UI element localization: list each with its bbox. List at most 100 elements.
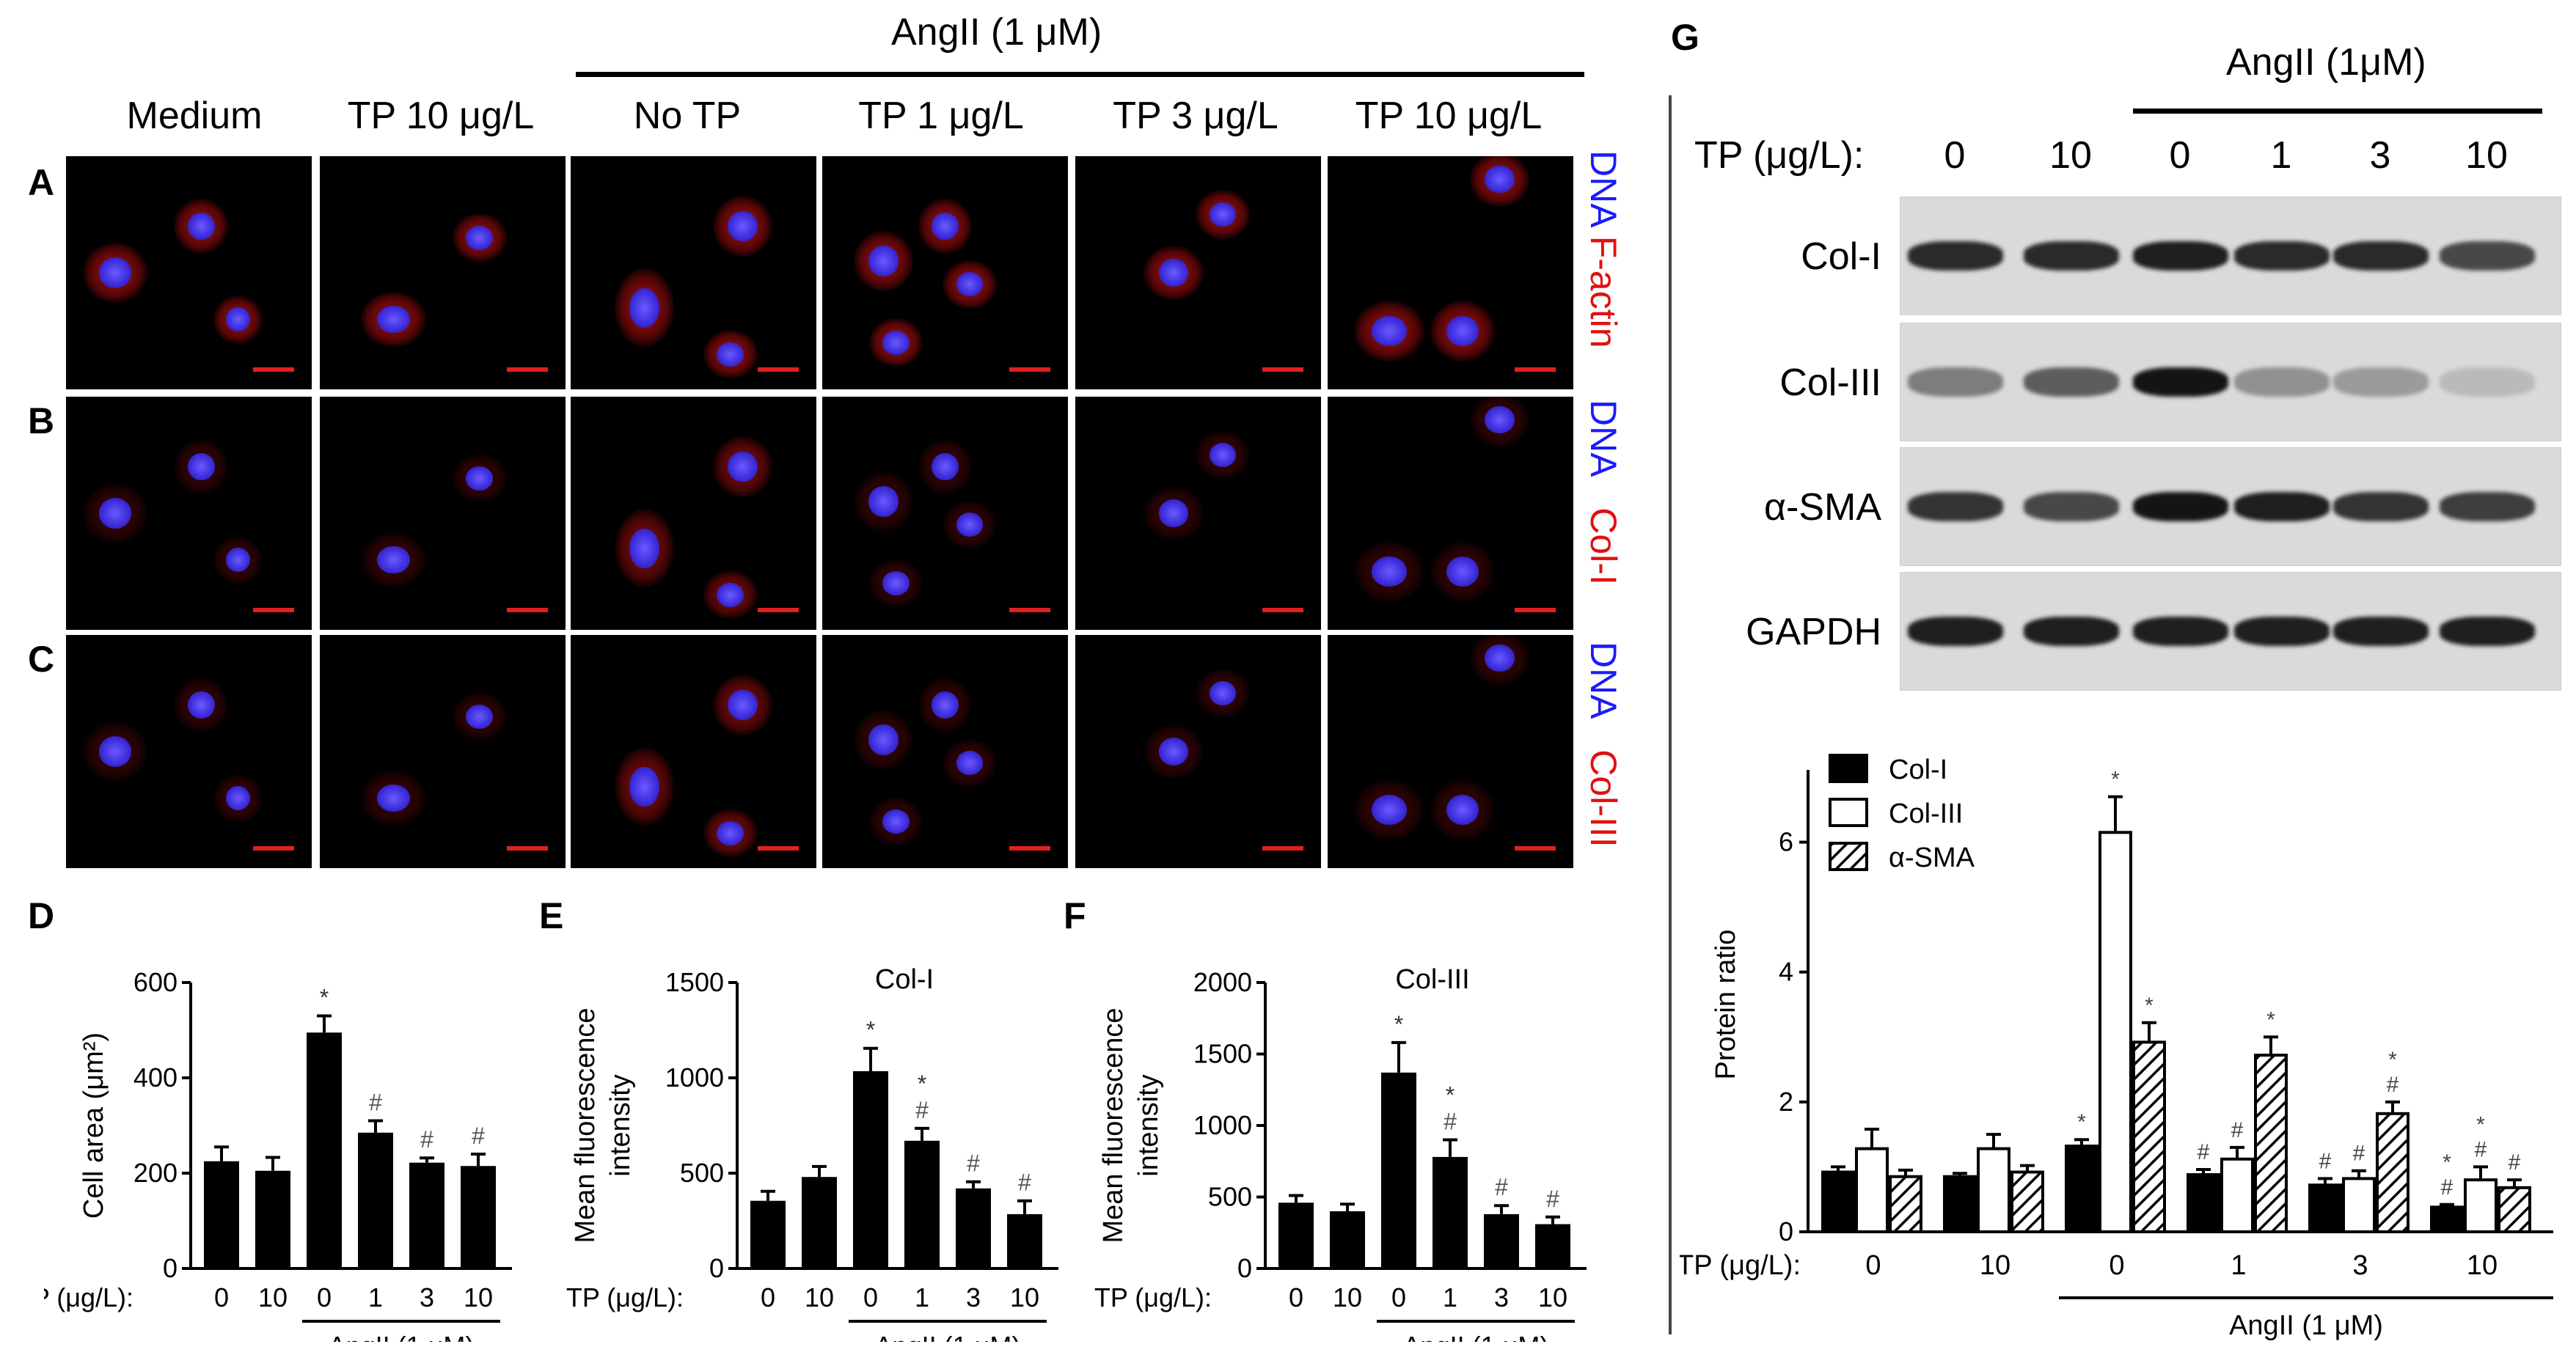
- legend-label: Col-III: [1889, 798, 1963, 829]
- cell-nucleus: [1485, 166, 1515, 194]
- scale-bar: [1262, 608, 1303, 612]
- scale-bar: [1009, 367, 1050, 372]
- x-tick-label: 1: [915, 1282, 929, 1312]
- x-tick-label: 0: [1391, 1282, 1406, 1312]
- angii-label: AngII (1 μM): [329, 1331, 475, 1342]
- scale-bar: [1009, 608, 1050, 612]
- wb-band: [1908, 241, 2003, 271]
- tp-label: TP (μg/L):: [1094, 1282, 1212, 1312]
- micrograph-a-1: [66, 156, 312, 389]
- scale-bar: [758, 608, 799, 612]
- micrograph-c-5: [1075, 635, 1321, 868]
- micrograph-b-4: [822, 397, 1068, 630]
- stain-coliii-c: Col-III: [1583, 749, 1624, 848]
- bar-hatched: [2132, 1040, 2166, 1233]
- y-tick-label: 4: [1779, 957, 1793, 987]
- bar: [307, 1032, 342, 1268]
- scale-bar: [758, 367, 799, 372]
- angii-label: AngII (1 μM): [2229, 1310, 2383, 1341]
- bar-open: [1855, 1147, 1889, 1234]
- significance-mark: #: [2353, 1142, 2365, 1166]
- cell-nucleus: [98, 257, 132, 288]
- y-tick-label: 200: [133, 1158, 178, 1188]
- significance-mark: *: [2145, 994, 2154, 1018]
- x-tick-label: 10: [1980, 1250, 2010, 1281]
- cell-nucleus: [466, 704, 494, 729]
- scale-bar: [1262, 367, 1303, 372]
- cell-nucleus: [377, 305, 410, 334]
- cell-nucleus: [629, 766, 659, 807]
- significance-mark: #: [967, 1150, 980, 1177]
- panel-divider: [1669, 95, 1672, 1334]
- cell-nucleus: [956, 513, 984, 537]
- wb-band: [2333, 492, 2429, 521]
- wb-tp-label: TP (μg/L):: [1694, 134, 1865, 177]
- wb-blot-label: GAPDH: [1746, 611, 1881, 653]
- x-tick-label: 10: [258, 1282, 288, 1312]
- y-axis-label: Mean fluorescence: [1098, 1007, 1129, 1243]
- legend-swatch: [1829, 754, 1868, 783]
- significance-mark: *: [2443, 1150, 2451, 1175]
- panel-letter-c: C: [28, 639, 55, 680]
- cell-nucleus: [932, 691, 959, 719]
- wb-blot-strip: [1900, 572, 2561, 691]
- micrograph-c-6: [1328, 635, 1573, 868]
- y-tick-label: 2000: [1193, 967, 1252, 997]
- y-axis-label: Mean fluorescence: [570, 1007, 601, 1243]
- x-tick-label: 3: [1494, 1282, 1509, 1312]
- significance-mark: *: [2476, 1112, 2485, 1136]
- significance-mark: #: [2231, 1118, 2244, 1142]
- wb-blot-strip: [1900, 197, 2561, 315]
- col-header-notp: No TP: [633, 95, 742, 137]
- scale-bar: [253, 367, 294, 372]
- legend-label: Col-I: [1889, 754, 1947, 785]
- wb-blot-label: α-SMA: [1763, 486, 1881, 529]
- col-header-tp10: TP 10 μg/L: [347, 95, 535, 137]
- tp-label: TP (μg/L):: [1680, 1250, 1801, 1281]
- micrograph-c-1: [66, 635, 312, 868]
- wb-band: [2234, 617, 2330, 646]
- panel-letter-d: D: [28, 895, 55, 936]
- scale-bar: [253, 608, 294, 612]
- significance-mark: *: [2266, 1007, 2275, 1032]
- cell-nucleus: [1446, 794, 1479, 826]
- y-tick-label: 400: [133, 1062, 178, 1093]
- micrograph-c-2: [320, 635, 566, 868]
- cell-nucleus: [1209, 202, 1237, 227]
- bar: [461, 1166, 496, 1268]
- cell-nucleus: [1371, 315, 1407, 347]
- cell-nucleus: [225, 548, 251, 573]
- cell-nucleus: [377, 546, 410, 574]
- bar-open: [2220, 1157, 2254, 1233]
- bar-solid: [1821, 1170, 1855, 1233]
- x-tick-label: 10: [464, 1282, 493, 1312]
- angii-label: AngII (1 μM): [875, 1331, 1021, 1342]
- wb-lane-label: 1: [2270, 134, 2292, 177]
- wb-band: [2234, 492, 2330, 521]
- cell-nucleus: [1158, 499, 1189, 527]
- wb-band: [2333, 241, 2429, 271]
- cell-nucleus: [225, 786, 251, 811]
- y-axis-label: intensity: [1133, 1074, 1164, 1176]
- wb-lane-label: 10: [2465, 134, 2508, 177]
- cell-nucleus: [1446, 556, 1479, 587]
- bar: [802, 1177, 837, 1268]
- x-tick-label: 3: [966, 1282, 981, 1312]
- cell-nucleus: [1371, 556, 1407, 587]
- y-tick-label: 1500: [665, 967, 724, 997]
- bar: [1484, 1213, 1519, 1268]
- cell-nucleus: [956, 272, 984, 297]
- bar-solid: [2187, 1173, 2220, 1233]
- x-tick-label: 10: [1010, 1282, 1039, 1312]
- wb-lane-label: 3: [2369, 134, 2391, 177]
- cell-nucleus: [728, 451, 758, 482]
- cell-nucleus: [1158, 259, 1189, 287]
- scale-bar: [1515, 367, 1556, 372]
- cell-nucleus: [98, 498, 132, 529]
- col-header-tp3: TP 3 μg/L: [1113, 95, 1278, 137]
- x-tick-label: 3: [2352, 1250, 2368, 1281]
- wb-lane-label: 0: [2169, 134, 2191, 177]
- col-header-tp1: TP 1 μg/L: [858, 95, 1024, 137]
- wb-band: [2024, 617, 2119, 646]
